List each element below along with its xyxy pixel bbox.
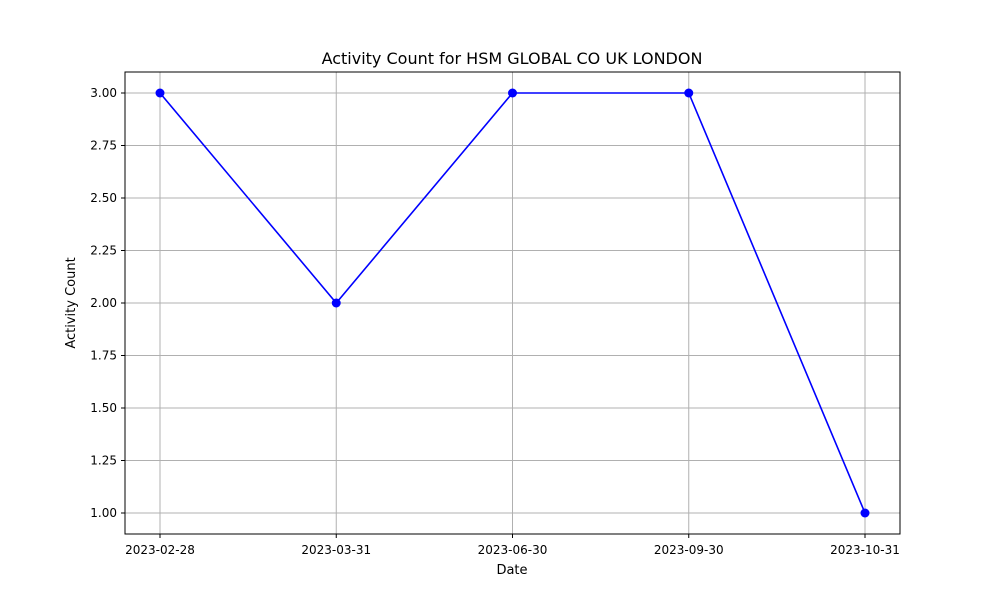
y-tick-label: 1.50	[90, 401, 117, 415]
ticks: 1.00 1.25 1.50 1.75 2.00 2.25 2.50 2.75 3.00 2023…	[90, 86, 900, 557]
grid	[125, 72, 900, 534]
y-tick-label: 3.00	[90, 86, 117, 100]
series-layer	[155, 88, 870, 518]
x-tick-label: 2023-10-31	[830, 543, 900, 557]
y-tick-label: 1.75	[90, 349, 117, 363]
data-point	[684, 88, 694, 98]
y-axis-label: Activity Count	[64, 257, 79, 348]
data-point	[155, 88, 165, 98]
x-tick-label: 2023-06-30	[478, 543, 548, 557]
y-tick-label: 1.00	[90, 506, 117, 520]
x-axis-label: Date	[496, 563, 527, 578]
y-tick-label: 2.00	[90, 296, 117, 310]
y-tick-label: 1.25	[90, 454, 117, 468]
chart-title: Activity Count for HSM GLOBAL CO UK LOND…	[322, 49, 703, 68]
data-point	[508, 88, 517, 98]
data-point	[331, 298, 341, 308]
y-tick-label: 2.25	[90, 244, 117, 258]
x-tick-label: 2023-02-28	[125, 543, 195, 557]
y-tick-label: 2.75	[90, 139, 117, 153]
x-tick-label: 2023-03-31	[301, 543, 371, 557]
y-tick-label: 2.50	[90, 191, 117, 205]
x-tick-label: 2023-09-30	[654, 543, 724, 557]
data-point	[860, 508, 870, 518]
